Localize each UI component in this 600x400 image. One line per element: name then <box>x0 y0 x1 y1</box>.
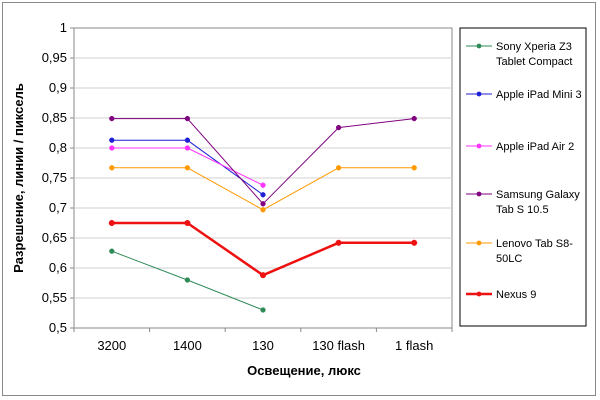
series-5 <box>108 219 418 279</box>
legend-swatch-marker <box>476 291 482 297</box>
legend-label: Nexus 9 <box>496 289 536 301</box>
legend-label: Apple iPad Air 2 <box>496 141 574 153</box>
legend-item-3: Samsung Galaxy Tab S 10.5 <box>466 189 580 216</box>
data-point <box>411 239 418 246</box>
data-point <box>184 137 191 143</box>
data-point <box>184 219 191 227</box>
data-point <box>335 165 342 171</box>
data-point <box>109 248 115 254</box>
y-tick-label: 0,6 <box>49 260 67 275</box>
data-point <box>260 307 266 313</box>
series-4 <box>109 165 417 213</box>
legend-swatch-marker <box>476 240 482 246</box>
data-point <box>184 165 191 171</box>
series-0 <box>109 248 266 313</box>
y-axis-ticks: 0,5 0,55 0,6 0,65 0,7 0,75 0,8 0,85 0,9 0,95 1 <box>42 20 74 335</box>
series-group <box>108 115 418 313</box>
data-point <box>108 219 115 227</box>
legend-box <box>459 27 587 327</box>
legend-item-4: Lenovo Tab S8-50LC <box>466 238 573 265</box>
legend: Sony Xperia Z3 Tablet Compact Apple iPad M… <box>466 41 582 301</box>
data-point <box>260 182 266 188</box>
series-2 <box>109 145 266 188</box>
legend-item-0: Sony Xperia Z3 Tablet Compact <box>466 41 572 68</box>
data-point <box>260 207 266 213</box>
data-point <box>335 124 342 131</box>
data-point <box>109 137 115 143</box>
data-point <box>411 165 417 171</box>
y-tick-label: 0,65 <box>42 230 67 245</box>
legend-swatch-marker <box>476 143 482 149</box>
legend-item-2: Apple iPad Air 2 <box>466 141 574 153</box>
series-3 <box>109 115 417 207</box>
data-point <box>184 145 191 151</box>
data-point <box>109 165 115 171</box>
x-tick-label: 1 flash <box>395 338 433 353</box>
x-tick-label: 130 flash <box>312 338 365 353</box>
x-tick-label: 130 <box>252 338 274 353</box>
y-tick-label: 0,9 <box>49 80 67 95</box>
x-axis-label: Освещение, люкс <box>247 363 361 378</box>
legend-label: Samsung Galaxy Tab S 10.5 <box>496 189 580 216</box>
data-point <box>184 115 191 122</box>
data-point <box>335 239 342 246</box>
legend-item-5: Nexus 9 <box>466 289 536 301</box>
legend-swatch-marker <box>476 191 482 197</box>
legend-swatch-marker <box>476 43 482 49</box>
data-point <box>260 201 266 207</box>
x-axis-ticks: 3200 1400 130 130 flash 1 flash <box>73 328 453 353</box>
legend-label: Sony Xperia Z3 Tablet Compact <box>496 41 572 68</box>
legend-label: Apple iPad Mini 3 <box>496 89 582 101</box>
series-1 <box>109 137 266 198</box>
y-axis-label: Разрешение, линии / пиксель <box>11 83 26 273</box>
y-tick-label: 0,7 <box>49 200 67 215</box>
data-point <box>260 192 266 198</box>
y-tick-label: 0,85 <box>42 110 67 125</box>
y-tick-label: 0,5 <box>49 320 67 335</box>
y-tick-label: 0,95 <box>42 50 67 65</box>
x-tick-label: 3200 <box>97 338 126 353</box>
x-tick-label: 1400 <box>173 338 202 353</box>
legend-label: Lenovo Tab S8-50LC <box>496 238 573 265</box>
data-point <box>259 272 267 279</box>
data-point <box>109 115 115 122</box>
y-tick-label: 0,75 <box>42 170 67 185</box>
y-tick-label: 1 <box>60 20 67 35</box>
data-point <box>109 145 115 151</box>
data-point <box>411 115 417 122</box>
y-tick-label: 0,55 <box>42 290 67 305</box>
legend-item-1: Apple iPad Mini 3 <box>466 89 582 101</box>
legend-swatch-marker <box>476 91 482 97</box>
y-tick-label: 0,8 <box>49 140 67 155</box>
data-point <box>184 277 191 283</box>
